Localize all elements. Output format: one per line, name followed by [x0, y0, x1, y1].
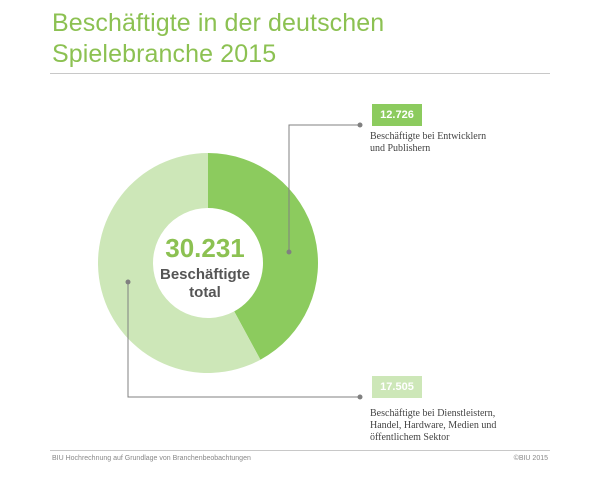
title-line-1: Beschäftigte in der deutschen: [52, 9, 385, 37]
description-services-line-3: öffentlichem Sektor: [370, 432, 450, 443]
title-line-2: Spielebranche 2015: [52, 40, 277, 68]
donut-center-label: Beschäftigte total: [130, 266, 280, 302]
footer-copyright: ©BIU 2015: [513, 455, 548, 462]
connector-dot-services-badge: [357, 394, 363, 400]
donut-slices: [97, 153, 318, 374]
donut-slice-developers: [208, 153, 318, 360]
connector-developers: [288, 124, 360, 252]
chart-title: Beschäftigte in der deutschen Spielebran…: [52, 8, 572, 70]
donut-center-total: 30.231: [165, 233, 245, 263]
donut-slice-services: [97, 153, 261, 374]
value-badge-developers: 12.726: [372, 104, 422, 126]
description-developers-line-1: Beschäftigte bei Entwicklern: [370, 131, 487, 142]
value-badge-services: 17.505: [372, 376, 422, 398]
footer-divider: [50, 450, 550, 451]
footer-source: BIU Hochrechnung auf Grundlage von Branc…: [52, 455, 251, 462]
description-services: Beschäftigte bei Dienstleistern, Handel,…: [370, 408, 550, 444]
description-developers: Beschäftigte bei Entwicklern und Publish…: [370, 131, 540, 155]
description-services-line-1: Beschäftigte bei Dienstleistern,: [370, 408, 496, 419]
description-developers-line-2: und Publishern: [370, 143, 431, 154]
connector-lines: [125, 122, 363, 400]
connector-dot-services-slice: [125, 279, 131, 285]
center-label-line-2: total: [189, 284, 221, 301]
connector-dot-developers-badge: [357, 122, 363, 128]
description-services-line-2: Handel, Hardware, Medien und: [370, 420, 497, 431]
connector-services: [127, 282, 360, 398]
center-label-line-1: Beschäftigte: [159, 266, 251, 283]
connector-dot-developers-slice: [286, 249, 292, 255]
title-divider: [50, 73, 550, 74]
